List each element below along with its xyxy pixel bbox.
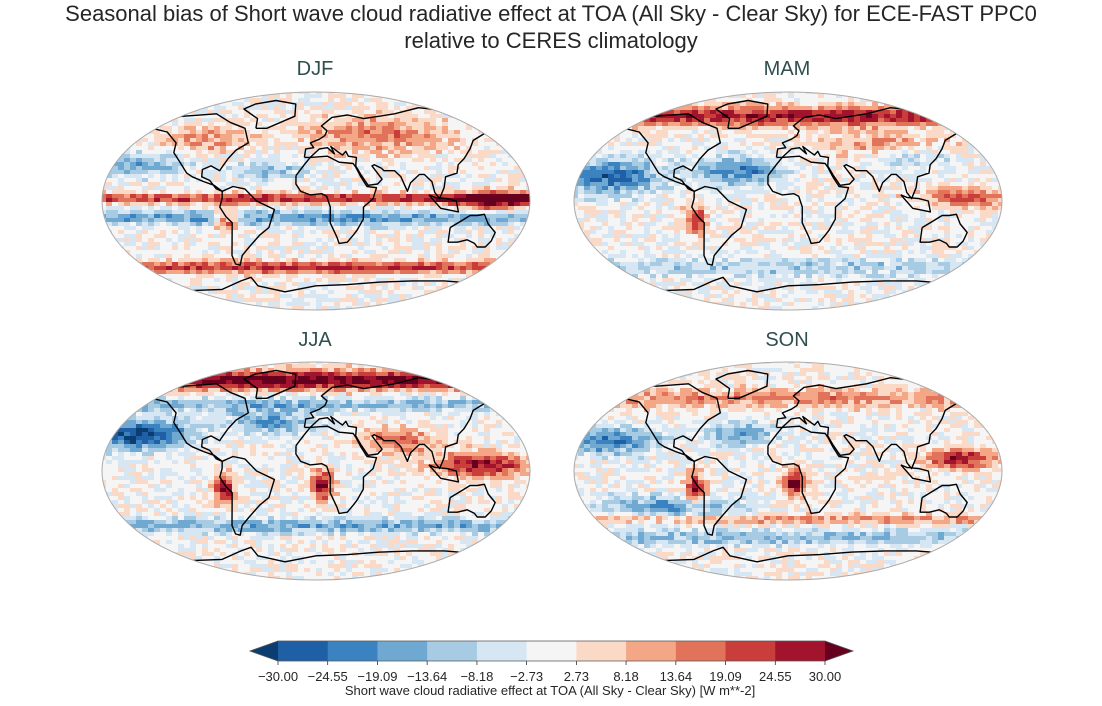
colorbar-bin xyxy=(725,641,776,661)
colorbar-tick-label: 24.55 xyxy=(759,669,792,684)
map-border xyxy=(101,361,531,581)
colorbar-tick-label: 30.00 xyxy=(809,669,842,684)
panel-title-djf: DJF xyxy=(296,58,334,80)
colorbar-bin xyxy=(626,641,677,661)
colorbar-over-extension xyxy=(825,641,853,661)
colorbar-tick-label: 8.18 xyxy=(613,669,638,684)
colorbar-tick-label: −8.18 xyxy=(460,669,493,684)
colorbar-tick-label: −24.55 xyxy=(308,669,348,684)
colorbar-bin xyxy=(377,641,428,661)
colorbar-bin xyxy=(675,641,727,661)
map-son xyxy=(573,361,1003,581)
map-border xyxy=(573,91,1003,311)
panel-title-jja: JJA xyxy=(298,329,332,351)
map-djf xyxy=(101,91,531,311)
colorbar-tick-label: −19.09 xyxy=(357,669,397,684)
colorbar-bin xyxy=(278,641,329,661)
figure-title: Seasonal bias of Short wave cloud radiat… xyxy=(0,0,1102,54)
title-line-2: relative to CERES climatology xyxy=(404,28,698,53)
colorbar-bin xyxy=(327,641,378,661)
colorbar-tick-label: 2.73 xyxy=(564,669,589,684)
colorbar-bin xyxy=(576,641,627,661)
colorbar-tick-label: 19.09 xyxy=(709,669,742,684)
map-mam xyxy=(573,91,1003,311)
colorbar-under-extension xyxy=(250,641,278,661)
colorbar-bin xyxy=(427,641,478,661)
colorbar-label: Short wave cloud radiative effect at TOA… xyxy=(344,683,756,698)
panel-title-son: SON xyxy=(765,329,809,351)
colorbar-bin xyxy=(775,641,826,661)
panel-title-mam: MAM xyxy=(763,58,811,80)
map-border xyxy=(101,91,531,311)
colorbar-tick-label: −13.64 xyxy=(407,669,447,684)
colorbar-bin xyxy=(476,641,528,661)
colorbar-bin xyxy=(526,641,577,661)
colorbar-tick-label: −30.00 xyxy=(258,669,298,684)
title-line-1: Seasonal bias of Short wave cloud radiat… xyxy=(65,1,1037,26)
map-jja xyxy=(101,361,531,581)
map-border xyxy=(573,361,1003,581)
colorbar-tick-label: −2.73 xyxy=(510,669,543,684)
colorbar-tick-label: 13.64 xyxy=(660,669,693,684)
